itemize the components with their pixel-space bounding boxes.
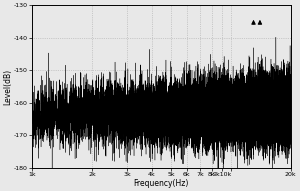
Y-axis label: Level(dB): Level(dB) — [4, 69, 13, 105]
X-axis label: Frequency(Hz): Frequency(Hz) — [134, 179, 189, 188]
